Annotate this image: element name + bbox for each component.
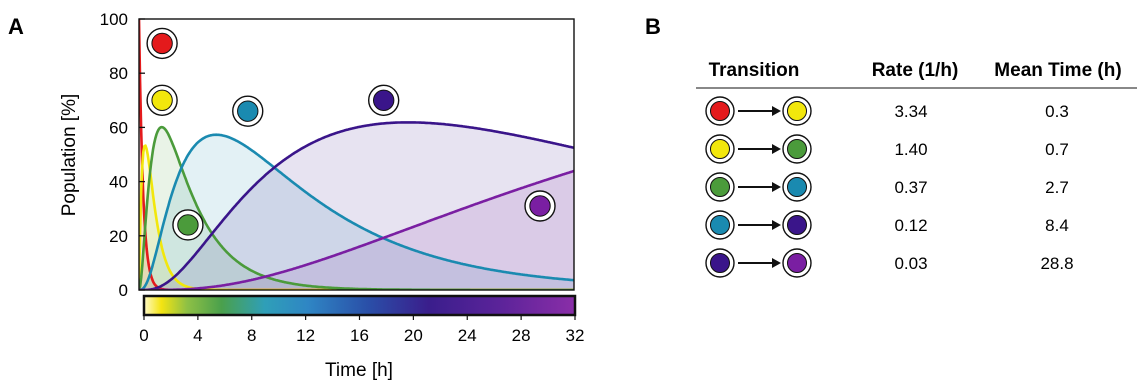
x-axis-label: Time [h]	[325, 360, 393, 381]
mean-time-cell: 28.8	[1040, 254, 1073, 273]
area-fills	[139, 19, 574, 290]
table-rows: 3.34 0.3 1.40 0.7 0.37 2.7 0.12 8.4 0.03 28.8	[705, 96, 1074, 278]
arrow-head-icon	[772, 182, 781, 192]
area-purple	[139, 171, 574, 290]
transition-from-icon	[705, 172, 735, 202]
x-axis: 0 4 8 12 16 20 24 28 32	[139, 315, 584, 345]
area-indigo	[139, 122, 574, 290]
rate-cell: 1.40	[894, 140, 927, 159]
mean-time-cell: 8.4	[1045, 216, 1069, 235]
state-marker-yellow	[146, 84, 178, 117]
arrow-head-icon	[772, 144, 781, 154]
table-row: 3.34 0.3	[705, 96, 1069, 126]
series-line-purple	[139, 169, 574, 290]
x-tick-label: 0	[139, 326, 148, 345]
y-tick-label: 60	[109, 118, 128, 137]
colorbar	[142, 294, 577, 317]
transition-from-icon	[705, 134, 735, 164]
table-header-transition: Transition	[709, 60, 800, 81]
series-line-cyan	[139, 133, 574, 290]
arrow-head-icon	[772, 106, 781, 116]
y-tick-label: 100	[100, 10, 128, 29]
transition-to-icon	[782, 134, 812, 164]
plot-frame	[138, 18, 575, 291]
state-marker-purple	[524, 190, 556, 222]
panel-label-b: B	[645, 14, 661, 39]
mean-time-cell: 0.7	[1045, 140, 1069, 159]
x-tick-label: 28	[512, 326, 531, 345]
x-tick-label: 4	[193, 326, 202, 345]
transition-to-icon	[782, 210, 812, 240]
series-lines	[139, 19, 574, 290]
table-row: 1.40 0.7	[705, 134, 1069, 164]
y-tick-label: 20	[109, 227, 128, 246]
arrow-head-icon	[772, 258, 781, 268]
x-tick-label: 24	[458, 326, 477, 345]
area-cyan	[139, 134, 574, 290]
transition-from-icon	[705, 210, 735, 240]
x-tick-label: 32	[566, 326, 585, 345]
mean-time-cell: 0.3	[1045, 102, 1069, 121]
x-tick-label: 16	[350, 326, 369, 345]
transition-to-icon	[782, 172, 812, 202]
rate-cell: 0.37	[894, 178, 927, 197]
area-green	[139, 127, 574, 290]
transition-from-icon	[705, 248, 735, 278]
table-row: 0.37 2.7	[705, 172, 1069, 202]
y-axis-label: Population [%]	[59, 94, 80, 217]
state-marker-indigo	[367, 84, 400, 117]
arrow-head-icon	[772, 220, 781, 230]
rate-cell: 0.12	[894, 216, 927, 235]
state-marker-red	[146, 27, 178, 60]
state-marker-green	[172, 209, 204, 241]
x-tick-label: 8	[247, 326, 256, 345]
table-row: 0.12 8.4	[705, 210, 1069, 240]
series-line-indigo	[139, 121, 574, 290]
x-tick-label: 12	[296, 326, 315, 345]
x-tick-label: 20	[404, 326, 423, 345]
transition-from-icon	[705, 96, 735, 126]
table-header-mean-time: Mean Time (h)	[994, 60, 1121, 81]
y-tick-label: 80	[109, 64, 128, 83]
mean-time-cell: 2.7	[1045, 178, 1069, 197]
panel-label-a: A	[8, 14, 24, 39]
state-markers	[146, 27, 556, 241]
state-marker-cyan	[232, 95, 264, 127]
table-header-rate: Rate (1/h)	[872, 60, 959, 81]
transition-to-icon	[782, 248, 812, 278]
y-tick-label: 40	[109, 173, 128, 192]
rate-cell: 0.03	[894, 254, 927, 273]
rate-cell: 3.34	[894, 102, 927, 121]
table-row: 0.03 28.8	[705, 248, 1074, 278]
y-axis: 0 20 40 60 80 100	[100, 10, 145, 300]
transition-to-icon	[782, 96, 812, 126]
y-tick-label: 0	[119, 281, 128, 300]
